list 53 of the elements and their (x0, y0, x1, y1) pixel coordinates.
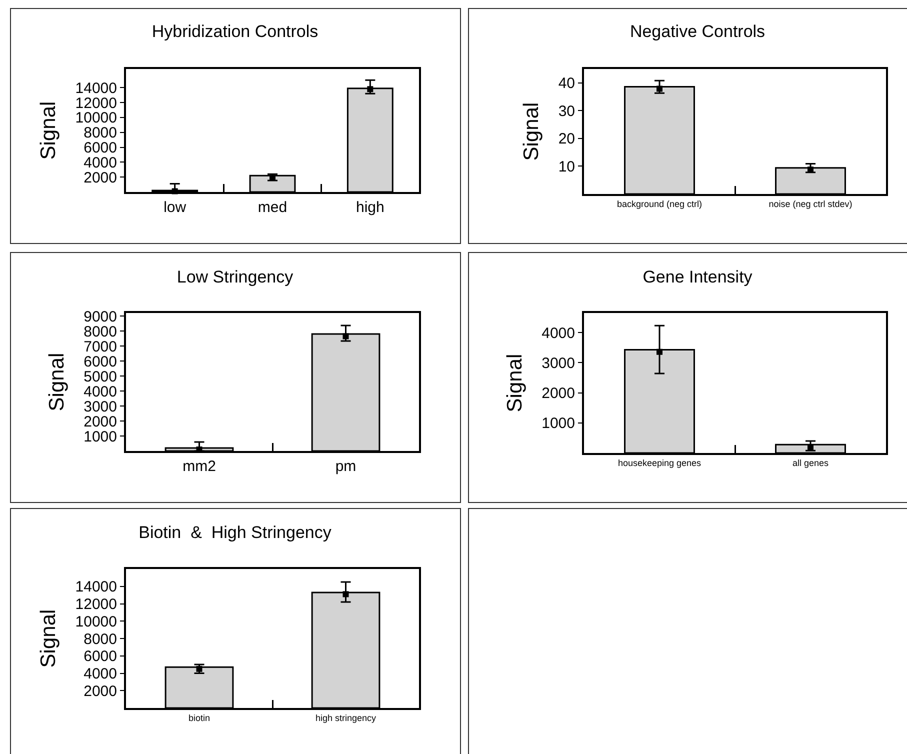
y-tick-label: 2000 (84, 682, 117, 700)
y-tick-label: 4000 (84, 154, 117, 172)
chart-title: Negative Controls (630, 22, 766, 42)
x-tick-label: housekeeping genes (618, 458, 702, 468)
y-tick-label: 9000 (84, 308, 117, 326)
x-tick-label: high stringency (315, 712, 377, 723)
y-tick-label: 10 (558, 158, 575, 176)
x-tick-label: low (164, 199, 186, 216)
x-tick-label: noise (neg ctrl stdev) (768, 198, 852, 209)
y-tick-label: 14000 (75, 578, 117, 596)
y-tick-label: 4000 (84, 666, 117, 682)
y-tick-label: 3000 (84, 398, 117, 416)
x-tick-label: pm (335, 458, 356, 475)
y-tick-label: 6000 (84, 648, 117, 666)
y-tick-label: 6000 (84, 140, 117, 157)
y-axis-title: Signal (520, 102, 543, 161)
y-tick-label: 6000 (84, 353, 117, 370)
y-axis-title: Signal (503, 354, 526, 412)
y-tick-label: 1000 (542, 415, 575, 432)
y-tick-label: 12000 (75, 596, 117, 613)
y-tick-label: 4000 (542, 324, 575, 342)
y-tick-label: 14000 (75, 80, 117, 97)
y-tick-label: 10000 (75, 110, 117, 127)
y-axis-title: Signal (36, 101, 60, 160)
y-tick-label: 10000 (75, 613, 117, 630)
x-tick-label: mm2 (182, 458, 216, 475)
y-tick-label: 2000 (542, 385, 575, 402)
y-tick-label: 2000 (84, 169, 117, 186)
y-axis-title: Signal (36, 609, 60, 668)
y-tick-label: 2000 (84, 413, 117, 430)
x-tick-label: biotin (188, 712, 210, 723)
y-tick-label: 30 (558, 102, 575, 120)
y-tick-label: 7000 (84, 338, 117, 356)
y-tick-label: 8000 (84, 323, 117, 340)
y-tick-label: 8000 (84, 124, 117, 142)
chart-title: Hybridization Controls (152, 22, 318, 42)
y-axis-title: Signal (45, 352, 68, 412)
chart-title: Biotin & High Stringency (138, 523, 332, 542)
y-tick-label: 20 (558, 130, 575, 148)
y-tick-label: 1000 (84, 428, 117, 446)
point (367, 86, 374, 92)
x-tick-label: med (258, 199, 288, 216)
chart-title: Gene Intensity (642, 267, 753, 286)
x-tick-label: high (356, 199, 384, 216)
y-tick-label: 5000 (84, 368, 117, 386)
y-tick-label: 8000 (84, 630, 117, 648)
x-tick-label: background (neg ctrl) (616, 198, 702, 209)
y-tick-label: 4000 (84, 383, 117, 400)
y-tick-label: 40 (558, 75, 575, 92)
y-tick-label: 3000 (542, 354, 575, 372)
chart-title: Low Stringency (176, 267, 294, 286)
x-tick-label: all genes (792, 458, 830, 468)
y-tick-label: 12000 (75, 94, 117, 112)
